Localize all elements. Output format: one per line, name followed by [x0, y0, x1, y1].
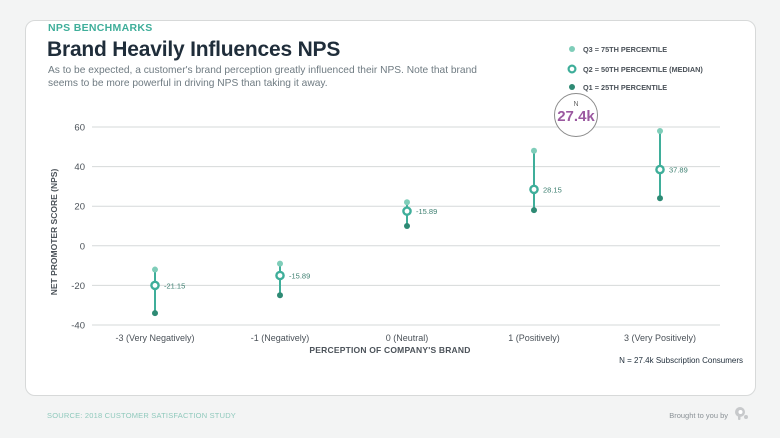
q1-point	[657, 195, 663, 202]
eyebrow-label: NPS BENCHMARKS	[48, 22, 153, 34]
source-note: SOURCE: 2018 CUSTOMER SATISFACTION STUDY	[47, 411, 237, 420]
legend-label-q1: Q1 = 25TH PERCENTILE	[583, 82, 668, 92]
median-data-label: -15.89	[416, 207, 437, 216]
q3-point	[277, 260, 283, 267]
badge-label: N	[573, 101, 579, 108]
legend-marker-q2-icon	[567, 64, 577, 74]
x-tick-label: 3 (Very Positively)	[624, 333, 696, 343]
median-point	[655, 164, 665, 175]
q1-point	[531, 207, 537, 214]
median-data-label: -15.89	[289, 272, 310, 281]
chart-subtitle: As to be expected, a customer's brand pe…	[48, 65, 477, 89]
y-tick-label: -40	[71, 321, 85, 332]
legend-marker-q3-icon	[569, 46, 575, 52]
legend-item-q2: Q2 = 50TH PERCENTILE (MEDIAN)	[567, 64, 703, 74]
sample-footnote: N = 27.4k Subscription Consumers	[619, 356, 743, 365]
median-point	[529, 184, 539, 195]
y-tick-label: 40	[74, 162, 85, 173]
y-tick-label: -20	[71, 281, 85, 292]
legend-label-q3: Q3 = 75TH PERCENTILE	[583, 44, 668, 54]
x-tick-label: -1 (Negatively)	[251, 333, 310, 343]
x-tick-label: -3 (Very Negatively)	[115, 333, 194, 343]
q1-point	[277, 292, 283, 299]
chart-title: Brand Heavily Influences NPS	[47, 38, 341, 61]
x-tick-label: 0 (Neutral)	[386, 333, 429, 343]
legend-item-q3: Q3 = 75TH PERCENTILE	[567, 44, 667, 54]
q3-point	[531, 147, 537, 154]
median-point	[150, 280, 160, 291]
sample-size-badge: N 27.4k	[554, 93, 598, 137]
median-point	[402, 206, 412, 216]
brought-to-you-text: Brought to you by	[669, 411, 728, 420]
q1-point	[404, 223, 410, 229]
chart-card	[25, 20, 756, 396]
x-axis-label: PERCEPTION OF COMPANY'S BRAND	[309, 345, 471, 355]
q3-point	[657, 127, 663, 134]
median-data-label: 37.89	[669, 166, 688, 175]
legend-item-q1: Q1 = 25TH PERCENTILE	[567, 82, 667, 92]
badge-value: 27.4k	[557, 108, 595, 125]
q3-point	[152, 266, 158, 273]
x-tick-label: 1 (Positively)	[508, 333, 560, 343]
median-point	[275, 270, 285, 281]
legend-label-q2: Q2 = 50TH PERCENTILE (MEDIAN)	[583, 64, 703, 74]
y-tick-label: 20	[74, 202, 85, 213]
legend-marker-q1-icon	[569, 84, 575, 90]
q3-point	[404, 199, 410, 206]
brand-logo-icon	[735, 407, 748, 420]
y-axis-label: NET PROMOTER SCORE (NPS)	[49, 169, 59, 296]
median-data-label: 28.15	[543, 185, 562, 194]
y-tick-label: 0	[80, 241, 85, 252]
median-data-label: -21.15	[164, 281, 185, 290]
q1-point	[152, 310, 158, 317]
y-tick-label: 60	[74, 123, 85, 134]
